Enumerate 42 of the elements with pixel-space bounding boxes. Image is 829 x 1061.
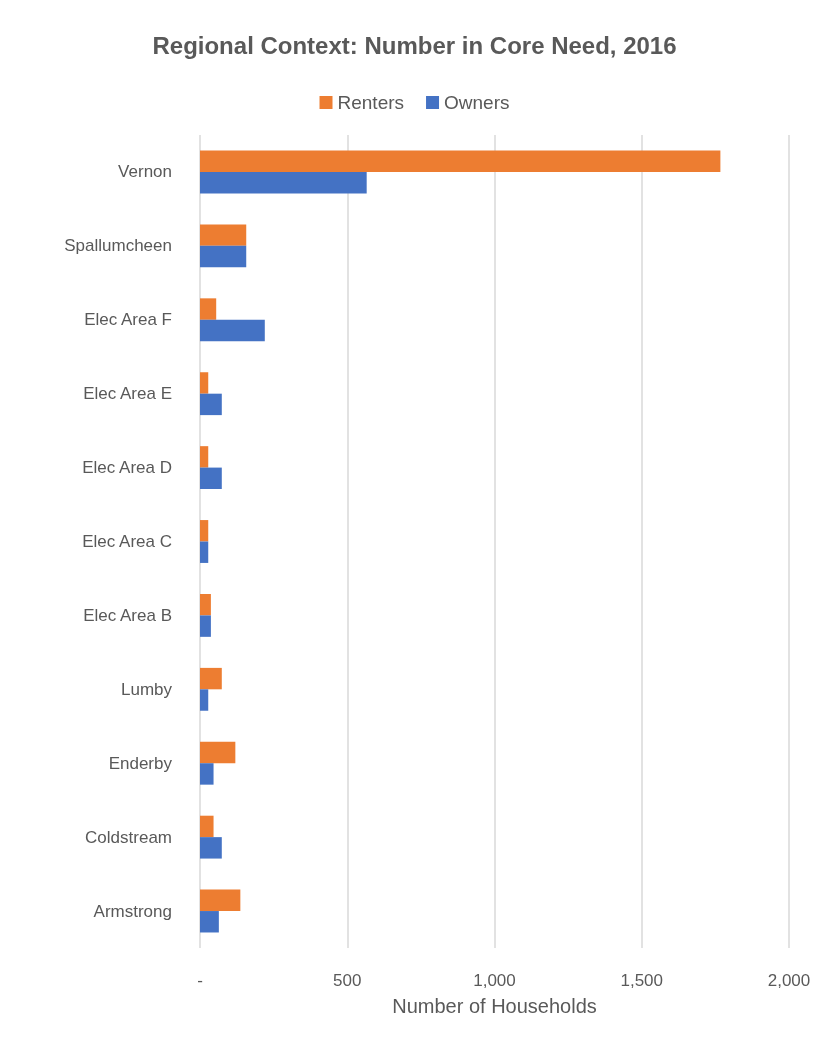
y-tick-label: Enderby (108, 753, 173, 773)
bar (200, 615, 211, 637)
y-tick-label: Elec Area C (82, 532, 172, 551)
y-tick-label: Armstrong (93, 901, 172, 921)
chart-title: Regional Context: Number in Core Need, 2016 (152, 31, 677, 59)
bar (200, 245, 247, 268)
y-tick-label: Elec Area D (82, 458, 172, 478)
bar (200, 446, 209, 468)
bar (200, 741, 236, 764)
legend-label: Owners (444, 92, 510, 113)
bar (200, 520, 209, 542)
x-tick-label: 1,000 (473, 971, 516, 990)
x-tick-label: 1,500 (620, 971, 664, 990)
bar (200, 171, 367, 194)
x-tick-label: 500 (333, 971, 362, 990)
bar (200, 763, 214, 785)
bar (200, 393, 222, 416)
bar (200, 467, 222, 490)
x-tick-label: 2,000 (767, 971, 811, 990)
bar (200, 593, 211, 616)
y-tick-label: Elec Area F (84, 310, 172, 330)
bar (200, 889, 241, 912)
bar (200, 689, 209, 711)
bar (200, 837, 222, 859)
y-tick-label: Vernon (118, 162, 172, 182)
y-tick-label: Elec Area B (83, 605, 172, 625)
bar (200, 911, 219, 933)
bar (200, 319, 265, 342)
bar (200, 541, 209, 563)
bar (200, 372, 209, 394)
bar (200, 298, 217, 320)
bar (200, 224, 247, 246)
bar (200, 150, 721, 172)
x-tick-label: - (197, 971, 203, 990)
y-tick-label: Elec Area E (83, 384, 172, 404)
y-tick-label: Lumby (120, 679, 173, 699)
bar (200, 815, 214, 838)
y-tick-label: Spallumcheen (64, 236, 172, 256)
x-axis-title: Number of Households (392, 995, 597, 1017)
legend-label: Renters (337, 92, 405, 113)
y-tick-label: Coldstream (85, 827, 172, 847)
bar (200, 667, 222, 690)
